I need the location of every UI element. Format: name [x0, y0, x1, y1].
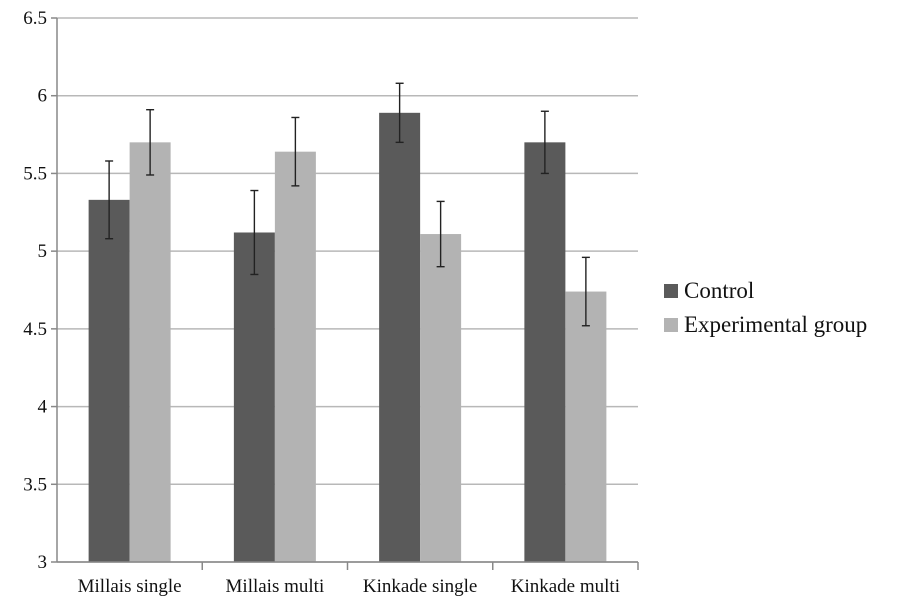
x-category-label-3: Kinkade multi — [511, 576, 620, 597]
x-axis — [56, 18, 639, 570]
error-bar-control-0 — [105, 160, 114, 240]
error-bar-control-3 — [540, 110, 549, 175]
bar-experimental-3 — [565, 291, 607, 562]
error-bar-experimental-1 — [291, 116, 300, 187]
y-tick-label-6: 6 — [38, 86, 48, 107]
bar-experimental-0 — [129, 142, 171, 563]
bar-control-3 — [524, 142, 566, 563]
legend: Control Experimental group — [664, 274, 867, 342]
bar-experimental-2 — [420, 234, 462, 562]
bar-control-1 — [233, 232, 275, 562]
y-tick-label-1: 3.5 — [23, 474, 47, 495]
y-tick-label-0: 3 — [38, 552, 48, 573]
error-bar-experimental-2 — [436, 200, 445, 268]
y-tick-label-5: 5.5 — [23, 163, 47, 184]
error-bars — [105, 82, 590, 327]
error-bar-control-2 — [395, 82, 404, 144]
y-tick-label-7: 6.5 — [23, 8, 47, 29]
bars — [88, 112, 607, 563]
y-tick-label-3: 4.5 — [23, 319, 47, 340]
x-category-label-2: Kinkade single — [363, 576, 478, 597]
legend-item-control: Control — [664, 274, 867, 308]
legend-label-control: Control — [684, 278, 755, 303]
legend-item-experimental: Experimental group — [664, 308, 867, 342]
x-category-label-0: Millais single — [78, 576, 182, 597]
legend-swatch-experimental — [664, 318, 678, 332]
bar-control-0 — [88, 199, 130, 562]
x-axis-categories: Millais single Millais multi Kinkade singl… — [78, 576, 620, 597]
bar-experimental-1 — [274, 151, 316, 562]
x-category-label-1: Millais multi — [226, 576, 325, 597]
error-bar-experimental-0 — [146, 109, 155, 176]
error-bar-control-1 — [250, 189, 259, 276]
bar-control-2 — [379, 112, 421, 562]
legend-swatch-control — [664, 284, 678, 298]
y-tick-label-2: 4 — [38, 397, 48, 418]
y-axis-ticks: 3 3.5 4 4.5 5 5.5 6 6.5 — [23, 8, 57, 573]
y-tick-label-4: 5 — [38, 241, 48, 262]
legend-label-experimental: Experimental group — [684, 312, 868, 337]
error-bar-experimental-3 — [581, 256, 590, 327]
